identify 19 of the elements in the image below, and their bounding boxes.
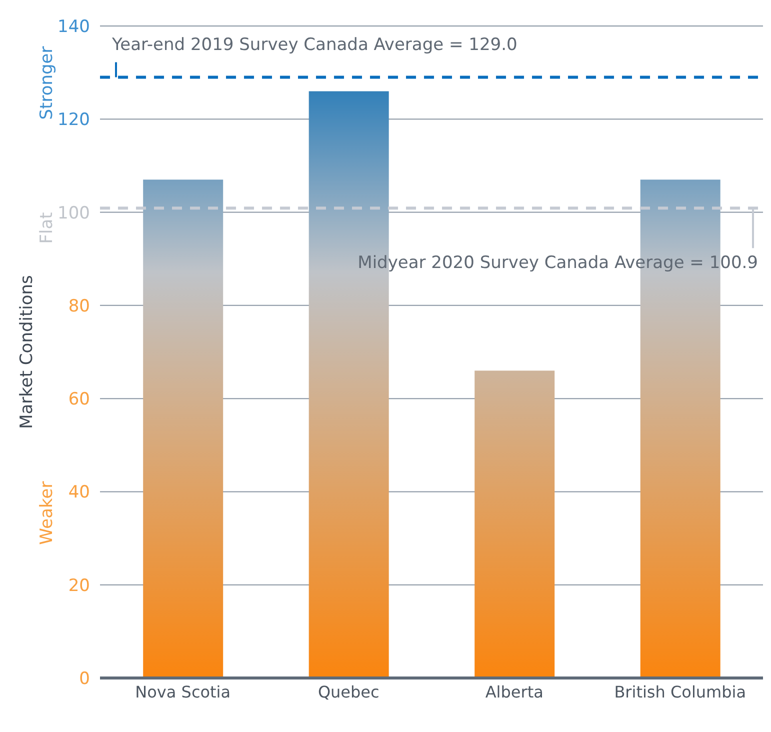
y-tick-label: 100 bbox=[58, 203, 90, 224]
x-tick-label: Nova Scotia bbox=[135, 682, 231, 702]
ref-line-label: Year-end 2019 Survey Canada Average = 129.0 bbox=[111, 35, 518, 56]
y-tick-label: 60 bbox=[68, 390, 90, 410]
x-tick-label: Alberta bbox=[485, 682, 544, 702]
y-tick-label: 40 bbox=[68, 482, 90, 503]
text: Weaker bbox=[37, 481, 57, 545]
bar bbox=[143, 180, 224, 678]
y-tick-label: 20 bbox=[68, 576, 90, 596]
x-tick-label: Quebec bbox=[318, 682, 380, 702]
text: Stronger bbox=[37, 46, 57, 120]
y-axis-title: Market Conditions bbox=[17, 274, 38, 429]
y-tick-label: 120 bbox=[58, 110, 90, 130]
y-tick-label: 0 bbox=[79, 669, 90, 689]
text: Flat bbox=[37, 212, 57, 244]
x-tick-label: British Columbia bbox=[614, 682, 746, 702]
bar bbox=[474, 370, 555, 678]
y-tick-label: 140 bbox=[58, 17, 90, 37]
y-tick-label: 80 bbox=[68, 296, 90, 316]
